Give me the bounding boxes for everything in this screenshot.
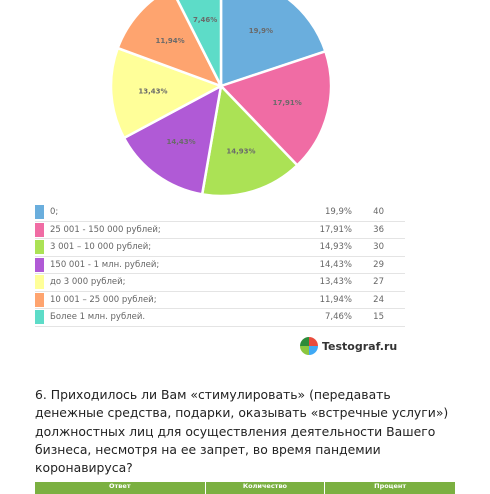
question-title: 6. Приходилось ли Вам «стимулировать» (п… <box>35 387 449 476</box>
legend-swatch-cell <box>35 256 50 274</box>
legend-row: Более 1 млн. рублей. 7,46% 15 <box>35 308 405 327</box>
legend-swatch-cell <box>35 204 50 222</box>
pie-slice <box>200 83 300 198</box>
brand-logo: Testograf.ru <box>299 336 397 356</box>
legend-swatch <box>35 257 44 272</box>
legend-swatch-cell <box>35 308 50 327</box>
legend-count: 24 <box>352 291 405 309</box>
legend-label: 0; <box>50 204 292 222</box>
legend-swatch <box>35 310 44 325</box>
legend-percent: 19,9% <box>292 204 352 222</box>
pie-slice-label: 7,46% <box>193 16 217 24</box>
legend-swatch <box>35 292 44 307</box>
legend-swatch <box>35 205 44 220</box>
legend-label: 25 001 - 150 000 рублей; <box>50 221 292 239</box>
pie-slice-label: 14,93% <box>226 148 255 156</box>
legend-label: до 3 000 рублей; <box>50 273 292 292</box>
brand-name: Testograf.ru <box>322 339 398 353</box>
legend-percent: 13,43% <box>292 273 352 292</box>
legend-row: 150 001 - 1 млн. рублей; 14,43% 29 <box>35 256 405 274</box>
legend-table: 0; 19,9% 40 25 001 - 150 000 рублей; 17,91% 3… <box>35 204 405 327</box>
legend-label: 150 001 - 1 млн. рублей; <box>50 256 292 274</box>
answers-table-header: Ответ Количество Процент <box>35 482 455 494</box>
legend-swatch-cell <box>35 291 50 309</box>
legend-count: 29 <box>352 256 405 274</box>
pie-slice-label: 17,91% <box>273 99 302 107</box>
pie-slice <box>116 0 224 89</box>
legend-label: 3 001 – 10 000 рублей; <box>50 238 292 257</box>
legend-swatch <box>35 222 44 237</box>
legend-swatch <box>35 275 44 290</box>
legend-row: 10 001 – 25 000 рублей; 11,94% 24 <box>35 291 405 309</box>
legend-count: 36 <box>352 221 405 239</box>
pie-slice <box>122 83 223 196</box>
legend-count: 40 <box>352 204 405 222</box>
legend-percent: 14,43% <box>292 256 352 274</box>
pie-slice <box>109 46 225 140</box>
pie-slice-label: 11,94% <box>155 37 184 45</box>
legend-swatch-cell <box>35 221 50 239</box>
pie-slice-label: 19,9% <box>249 27 273 35</box>
legend-percent: 14,93% <box>292 238 352 257</box>
legend-count: 27 <box>352 273 405 292</box>
legend-row: 25 001 - 150 000 рублей; 17,91% 36 <box>35 221 405 239</box>
legend-percent: 17,91% <box>292 221 352 239</box>
legend-row: 3 001 – 10 000 рублей; 14,93% 30 <box>35 238 405 257</box>
legend-row: до 3 000 рублей; 13,43% 27 <box>35 273 405 292</box>
legend-percent: 11,94% <box>292 291 352 309</box>
percent-column-header: Процент <box>374 482 407 490</box>
pie-slice <box>219 0 327 88</box>
pie-slice-label: 13,43% <box>138 87 167 95</box>
legend-count: 30 <box>352 238 405 257</box>
pie-slice <box>218 49 333 168</box>
pie-chart: 19,9% 17,91% 14,93% 14,43% 13,43% 11,94% 7,46% <box>109 0 333 198</box>
pie-slice-label: 14,43% <box>166 138 195 146</box>
legend-label: 10 001 – 25 000 рублей; <box>50 291 292 309</box>
legend-label: Более 1 млн. рублей. <box>50 308 292 327</box>
legend-row: 0; 19,9% 40 <box>35 204 405 222</box>
legend-count: 15 <box>352 308 405 327</box>
count-column-header: Количество <box>206 482 326 494</box>
legend-percent: 7,46% <box>292 308 352 327</box>
legend-swatch-cell <box>35 238 50 257</box>
answer-column-header: Ответ <box>35 482 206 494</box>
legend-swatch-cell <box>35 273 50 292</box>
legend-swatch <box>35 240 44 255</box>
testograf-logo-icon <box>300 337 318 355</box>
pie-slice <box>176 0 223 87</box>
